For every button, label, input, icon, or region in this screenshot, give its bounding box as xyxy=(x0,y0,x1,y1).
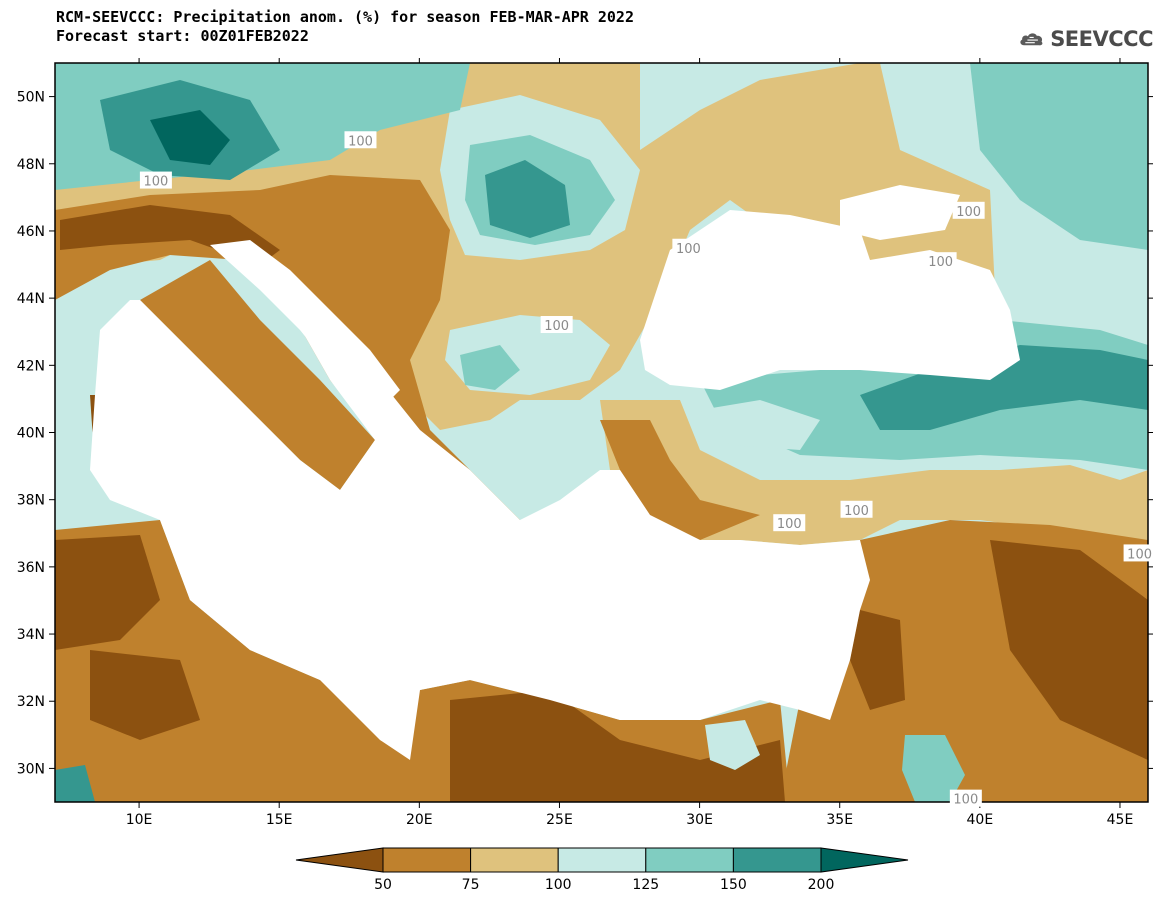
latitude-axis: 30N 32N 34N 36N 38N 40N 42N 44N 46N 48N 50N xyxy=(17,90,1153,777)
contour-label-bg xyxy=(949,789,982,807)
field-pontic-wet-2 xyxy=(860,345,1148,430)
lat-tick-label: 46N xyxy=(17,224,45,240)
contour-label: 100 xyxy=(777,517,802,532)
contour-labels: 100 100 100 100 100 100 100 100 100 100 xyxy=(139,131,1156,808)
contour-label: 100 xyxy=(348,134,373,149)
lat-tick-label: 42N xyxy=(17,358,45,374)
contour-label: 100 xyxy=(1127,547,1152,562)
lat-tick-label: 40N xyxy=(17,426,45,442)
lon-tick-label: 30E xyxy=(686,812,713,828)
colorbar-label: 100 xyxy=(545,877,572,893)
colorbar-segment xyxy=(557,847,647,873)
colorbar-segment xyxy=(382,847,472,873)
field-aegean-turkey xyxy=(600,420,760,540)
field-levant-dry-2 xyxy=(990,540,1148,760)
colorbar-label: 75 xyxy=(462,877,480,893)
field-arabia-wet xyxy=(902,735,965,802)
field-nw-wet-3 xyxy=(150,110,230,165)
field-africa-dry-3 xyxy=(90,650,200,740)
contour-label-bg xyxy=(840,500,873,518)
lat-tick-label: 50N xyxy=(17,90,45,106)
sea-mediterranean xyxy=(90,290,870,760)
colorbar-label: 200 xyxy=(808,877,835,893)
map-plot-area xyxy=(55,63,1148,802)
contour-label-bg xyxy=(924,252,957,270)
lon-tick-label: 20E xyxy=(406,812,433,828)
lat-tick-label: 30N xyxy=(17,761,45,777)
colorbar-segment xyxy=(645,847,734,873)
contour-label: 100 xyxy=(676,242,701,257)
contour-label: 100 xyxy=(544,319,569,334)
logo-text: SEEVCCC xyxy=(1050,27,1153,51)
lat-tick-label: 34N xyxy=(17,627,45,643)
colorbar-segment xyxy=(470,847,559,873)
lon-tick-label: 35E xyxy=(826,812,853,828)
field-russia-wet xyxy=(970,63,1148,250)
title-line-1: RCM-SEEVCCC: Precipitation anom. (%) for… xyxy=(56,8,634,26)
title-block: RCM-SEEVCCC: Precipitation anom. (%) for… xyxy=(56,8,634,46)
contour-label-bg xyxy=(540,316,573,334)
contour-label-bg xyxy=(672,238,705,256)
colorbar-left-tip xyxy=(295,847,384,873)
cloud-logo-icon xyxy=(1020,33,1043,46)
colorbar: 50 75 100 125 150 200 xyxy=(295,847,909,893)
contour-label-bg xyxy=(773,514,806,532)
lat-tick-label: 38N xyxy=(17,493,45,509)
colorbar-label: 50 xyxy=(374,877,392,893)
field-levant-dry-3 xyxy=(850,610,905,710)
field-africa-dry-2 xyxy=(55,535,160,650)
contour-label: 100 xyxy=(928,255,953,270)
sea-adriatic xyxy=(210,240,400,410)
lon-tick-label: 10E xyxy=(126,812,153,828)
contour-label-bg xyxy=(139,171,172,189)
field-africa-dry-4 xyxy=(450,690,785,802)
lon-tick-label: 15E xyxy=(266,812,293,828)
contour-label-bg xyxy=(344,131,377,149)
field-italy xyxy=(140,260,375,490)
contour-label: 100 xyxy=(844,504,869,519)
lat-tick-label: 32N xyxy=(17,694,45,710)
contour-label: 100 xyxy=(956,205,981,220)
contour-label-bg xyxy=(952,201,985,219)
field-bulgaria-wet-2 xyxy=(460,345,520,390)
lon-tick-label: 25E xyxy=(546,812,573,828)
lat-tick-label: 36N xyxy=(17,560,45,576)
field-libya-wet xyxy=(55,765,95,802)
title-line-2: Forecast start: 00Z01FEB2022 xyxy=(56,27,309,45)
longitude-axis: 10E 15E 20E 25E 30E 35E 40E 45E xyxy=(126,58,1134,828)
seevccc-logo: SEEVCCC xyxy=(1018,22,1153,56)
field-pontic-wet-3 xyxy=(700,400,820,450)
lon-tick-label: 45E xyxy=(1107,812,1134,828)
contour-label: 100 xyxy=(953,793,978,808)
lon-tick-label: 40E xyxy=(967,812,994,828)
field-egypt-wet xyxy=(705,720,760,770)
contour-label-bg xyxy=(1123,544,1156,562)
lat-tick-label: 44N xyxy=(17,291,45,307)
contour-label: 100 xyxy=(143,175,168,190)
colorbar-segment xyxy=(732,847,822,873)
lat-tick-label: 48N xyxy=(17,157,45,173)
field-pannonia-wet-3 xyxy=(485,160,570,238)
colorbar-label: 150 xyxy=(720,877,747,893)
colorbar-label: 125 xyxy=(632,877,659,893)
sea-azov xyxy=(840,185,960,240)
colorbar-right-tip xyxy=(820,847,909,873)
